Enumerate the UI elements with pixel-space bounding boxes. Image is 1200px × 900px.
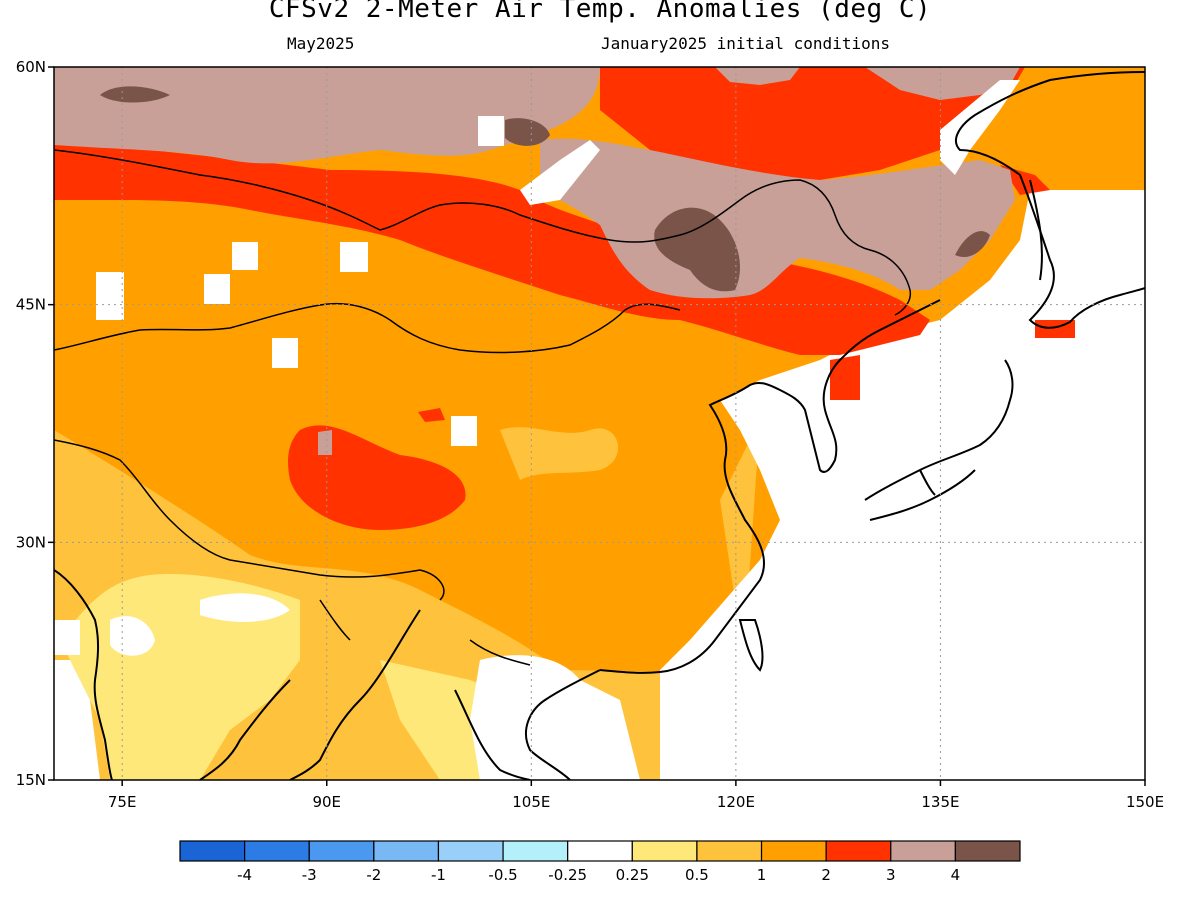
- colorbar-swatch: [502, 840, 569, 862]
- colorbar-label: 3: [886, 866, 896, 884]
- colorbar-label: 2: [821, 866, 831, 884]
- anomaly-field: [54, 67, 1145, 780]
- masked-lake: [272, 338, 298, 368]
- ocean-neutral: [660, 190, 1145, 780]
- masked-lake-baikal: [520, 140, 600, 205]
- latitude-axis: 15N 30N 45N 60N: [16, 58, 54, 789]
- colorbar-swatch: [890, 840, 956, 862]
- colorbar-swatch: [567, 840, 633, 862]
- map-frame: [53, 66, 1146, 781]
- masked-lake: [96, 272, 124, 320]
- anomaly-region-gt4-mongolia: [654, 207, 740, 292]
- colorbar-label: -0.5: [488, 866, 517, 884]
- colorbar-label: 0.25: [616, 866, 649, 884]
- lat-tick-label: 15N: [16, 771, 46, 789]
- anomaly-region-2-3-tibet: [288, 425, 466, 530]
- colorbar-label: -4: [237, 866, 252, 884]
- forecast-month-label: May2025: [287, 34, 355, 53]
- anomaly-region-neutral-arabian-sea: [54, 660, 100, 780]
- lat-tick-label: 30N: [16, 533, 46, 551]
- anomaly-region-2-3-band: [54, 140, 930, 355]
- anomaly-region-gt4-manchuria: [955, 231, 990, 258]
- colorbar-label: -3: [302, 866, 317, 884]
- anomaly-region-gt4-baikal: [505, 118, 550, 146]
- colorbar-label: -1: [431, 866, 446, 884]
- colorbar-label: 0.5: [685, 866, 709, 884]
- initial-conditions-label: January2025 initial conditions: [601, 34, 890, 53]
- lon-tick-label: 90E: [312, 793, 341, 811]
- anomaly-region-2-3-sakhalin: [1000, 165, 1050, 195]
- colorbar-swatch: [954, 840, 1021, 862]
- colorbar-label: 4: [951, 866, 961, 884]
- lat-tick-label: 60N: [16, 58, 46, 76]
- masked-coast: [940, 80, 1020, 175]
- colorbar-label: -0.25: [548, 866, 587, 884]
- anomaly-region-neutral-indochina: [470, 655, 640, 780]
- country-borders: [54, 149, 912, 666]
- masked-coast: [54, 620, 80, 655]
- anomaly-region-neutral-india: [110, 616, 155, 656]
- anomaly-region-3-4-mongolia: [540, 138, 1015, 299]
- anomaly-region-gt4-west: [100, 86, 170, 103]
- masked-lake: [451, 416, 477, 446]
- lon-tick-label: 120E: [717, 793, 755, 811]
- lon-tick-label: 75E: [108, 793, 137, 811]
- anomaly-region-3-4-tibet: [318, 430, 332, 455]
- colorbar-swatch: [179, 840, 246, 862]
- masked-lake: [232, 242, 258, 270]
- anomaly-region-3-4-northeast: [865, 67, 1020, 100]
- lat-tick-label: 45N: [16, 296, 46, 314]
- colorbar-swatch: [696, 840, 763, 862]
- colorbar-label: 1: [757, 866, 767, 884]
- colorbar-swatch: [760, 840, 827, 862]
- longitude-axis: 75E 90E 105E 120E 135E 150E: [108, 780, 1164, 811]
- coastlines: [54, 71, 1145, 780]
- colorbar-label: -2: [366, 866, 381, 884]
- colorbar: -4 -3 -2 -1 -0.5 -0.25 0.25 0.5 1 2 3 4: [179, 840, 1021, 884]
- colorbar-swatch: [244, 840, 310, 862]
- colorbar-swatch: [308, 840, 375, 862]
- lon-tick-label: 105E: [512, 793, 550, 811]
- anomaly-region-2-3-north: [600, 67, 1025, 190]
- lon-tick-label: 150E: [1126, 793, 1164, 811]
- colorbar-swatch: [437, 840, 504, 862]
- anomaly-region-2-3-korea: [830, 355, 860, 400]
- masked-lake: [478, 116, 504, 146]
- gridlines: [54, 67, 1145, 780]
- anomaly-region-2-3-small: [418, 408, 445, 422]
- map-title: CFSv2 2-Meter Air Temp. Anomalies (deg C…: [268, 0, 932, 24]
- colorbar-swatch: [825, 840, 892, 862]
- masked-lake: [340, 242, 368, 272]
- colorbar-swatch: [631, 840, 698, 862]
- lon-tick-label: 135E: [921, 793, 959, 811]
- anomaly-region-0.5-1-tibet: [500, 427, 619, 480]
- colorbar-swatch: [373, 840, 440, 862]
- masked-lake: [204, 274, 230, 304]
- anomaly-region-neutral-nepal: [200, 593, 290, 622]
